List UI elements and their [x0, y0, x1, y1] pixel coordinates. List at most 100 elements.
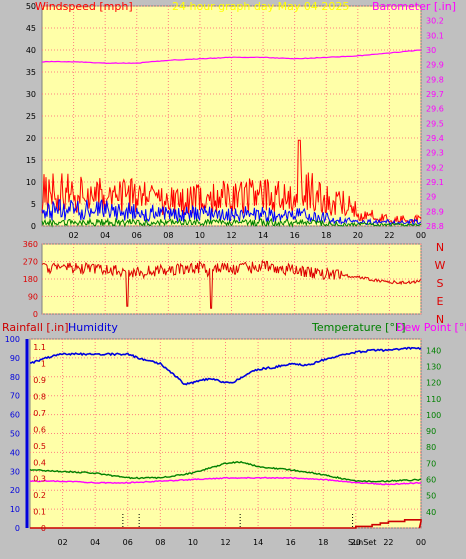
- rain-y-ticks: 0 0.1 0.2 0.3 0.4 0.5 0.6 0.7 0.8 0.9 1 1.1: [33, 343, 46, 533]
- temperature-y-tick: 100: [426, 411, 441, 420]
- sunset-label: SunSet: [348, 538, 376, 547]
- wind-x-tick: 22: [384, 231, 394, 240]
- wind-series: [41, 49, 422, 228]
- wind-x-tick: 02: [68, 231, 78, 240]
- wind-y-tick: 0: [31, 222, 36, 231]
- climate-series: [25, 339, 422, 529]
- wind-y-tick: 20: [26, 134, 36, 143]
- rain-y-tick: 0.6: [33, 425, 46, 434]
- rain-y-tick: 0.1: [33, 508, 46, 517]
- direction-series: [41, 259, 422, 309]
- dew-point-axis-label: Dew Point [°F]: [396, 321, 466, 334]
- wind-y-tick: 50: [26, 2, 36, 11]
- temperature-y-tick: 140: [426, 346, 441, 355]
- barometer-y-tick: 29.2: [426, 163, 444, 172]
- climate-x-tick: 00: [416, 538, 426, 547]
- temperature-y-tick: 60: [426, 476, 436, 485]
- direction-y-ticks: 0 90 180 270 360: [23, 240, 38, 319]
- barometer-y-tick: 30.2: [426, 17, 444, 26]
- humidity-y-tick: 100: [5, 335, 20, 344]
- climate-x-tick: 12: [220, 538, 230, 547]
- direction-y-tick: 180: [23, 275, 38, 284]
- humidity-y-tick: 20: [10, 486, 20, 495]
- temperature-y-tick: 70: [426, 459, 436, 468]
- temperature-y-tick: 110: [426, 395, 441, 404]
- humidity-line: [29, 346, 422, 386]
- wind-x-tick: 20: [353, 231, 363, 240]
- rain-y-tick: 0.2: [33, 491, 46, 500]
- rain-y-tick: 0.7: [33, 409, 46, 418]
- barometer-y-tick: 28.9: [426, 207, 444, 216]
- rain-y-tick: 0: [41, 524, 46, 533]
- rain-y-tick: 0.8: [33, 393, 46, 402]
- wind-y-ticks: 0 5 10 15 20 25 30 35 40 45 50: [26, 2, 36, 231]
- humidity-y-ticks: 0 10 20 30 40 50 60 70 80 90 100: [5, 335, 20, 533]
- humidity-y-tick: 50: [10, 430, 20, 439]
- direction-y-tick: 270: [23, 258, 38, 267]
- barometer-y-tick: 29.7: [426, 90, 444, 99]
- temperature-y-tick: 120: [426, 379, 441, 388]
- wind-y-tick: 40: [26, 46, 36, 55]
- barometer-y-ticks: 28.8 28.9 29 29.1 29.2 29.3 29.4 29.5 29.6 29.7 29…: [426, 17, 444, 231]
- climate-x-tick: 02: [57, 538, 67, 547]
- rain-y-tick: 0.5: [33, 442, 46, 451]
- wind-x-ticks: 02 04 06 08 10 12 14 16 18 20 22 00: [68, 231, 426, 240]
- barometer-line: [42, 49, 421, 65]
- direction-y-tick: 0: [33, 310, 38, 319]
- temperature-line: [29, 460, 422, 483]
- barometer-y-tick: 29.8: [426, 75, 444, 84]
- wind-x-tick: 16: [290, 231, 300, 240]
- climate-x-tick: 08: [155, 538, 165, 547]
- barometer-y-tick: 29.4: [426, 134, 444, 143]
- windspeed-axis-label: Windspeed [mph]: [35, 0, 133, 13]
- temperature-y-tick: 80: [426, 443, 436, 452]
- humidity-y-tick: 0: [15, 524, 20, 533]
- humidity-y-tick: 60: [10, 411, 20, 420]
- wind-x-tick: 18: [321, 231, 331, 240]
- barometer-y-tick: 30.1: [426, 31, 444, 40]
- humidity-y-tick: 10: [10, 505, 20, 514]
- direction-y-tick: 360: [23, 240, 38, 249]
- wind-y-tick: 35: [26, 68, 36, 77]
- humidity-axis-label: Humidity: [68, 321, 118, 334]
- wind-y-tick: 45: [26, 24, 36, 33]
- barometer-y-tick: 29: [426, 193, 436, 202]
- temperature-axis-label: Temperature [°F]: [311, 321, 406, 334]
- wind-x-tick: 10: [195, 231, 205, 240]
- wind-y-tick: 5: [31, 200, 36, 209]
- wind-y-tick: 15: [26, 156, 36, 165]
- barometer-y-tick: 30: [426, 46, 436, 55]
- temperature-y-ticks: 40 50 60 70 80 90 100 110 120 130 140: [426, 346, 441, 517]
- barometer-axis-label: Barometer [.in]: [372, 0, 456, 13]
- wind-y-tick: 10: [26, 178, 36, 187]
- barometer-y-tick: 29.1: [426, 178, 444, 187]
- rain-y-tick: 1: [41, 360, 46, 369]
- humidity-y-tick: 90: [10, 354, 20, 363]
- wind-y-tick: 30: [26, 90, 36, 99]
- climate-x-tick: 10: [188, 538, 198, 547]
- barometer-y-tick: 29.5: [426, 119, 444, 128]
- barometer-y-tick: 29.6: [426, 105, 444, 114]
- wind-low-line: [41, 217, 422, 228]
- climate-x-tick: 06: [123, 538, 133, 547]
- humidity-y-tick: 40: [10, 448, 20, 457]
- direction-y-tick: 90: [28, 293, 38, 302]
- compass-label: E: [437, 295, 444, 308]
- compass-label: W: [435, 259, 446, 272]
- wind-x-tick: 12: [226, 231, 236, 240]
- rain-y-tick: 0.3: [33, 475, 46, 484]
- wind-gust-line: [41, 199, 422, 226]
- compass-label: S: [437, 277, 444, 290]
- climate-x-tick: 04: [90, 538, 100, 547]
- climate-x-tick: 20: [351, 538, 361, 547]
- wind-direction-line: [41, 259, 422, 309]
- rain-y-tick: 0.4: [33, 458, 46, 467]
- barometer-y-tick: 28.8: [426, 222, 444, 231]
- temperature-y-tick: 90: [426, 427, 436, 436]
- rain-y-tick: 0.9: [33, 376, 46, 385]
- climate-x-tick: 22: [383, 538, 393, 547]
- compass-label: N: [436, 313, 444, 326]
